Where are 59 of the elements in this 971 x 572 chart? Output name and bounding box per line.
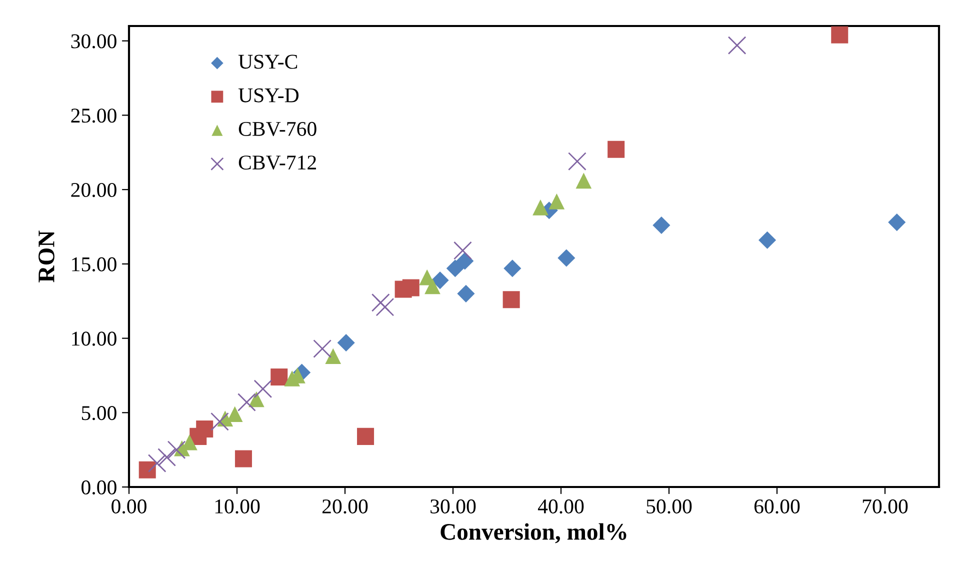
point: [337, 334, 355, 352]
point: [568, 152, 586, 171]
y-tick-label: 30.00: [71, 34, 116, 48]
point: [196, 420, 214, 438]
point: [238, 393, 256, 412]
y-tick-label: 0.00: [82, 480, 116, 495]
point: [728, 36, 746, 55]
point: [138, 461, 156, 478]
legend-label: USY-C: [238, 54, 298, 69]
point: [831, 26, 848, 44]
point: [457, 284, 475, 302]
point: [357, 428, 374, 445]
point: [532, 200, 548, 216]
point: [376, 298, 394, 316]
point: [167, 440, 186, 460]
point: [158, 448, 176, 466]
point: [424, 278, 440, 294]
point: [502, 291, 520, 308]
y-tick-label: 25.00: [71, 108, 116, 123]
legend-label: USY-D: [238, 88, 299, 102]
y-tick-label: 20.00: [71, 182, 116, 198]
point: [431, 272, 449, 290]
point: [210, 412, 229, 431]
point: [758, 231, 776, 249]
x-axis-title: Conversion, mol%: [440, 523, 626, 544]
point: [548, 194, 565, 210]
x-tick-label: 40.00: [538, 499, 584, 514]
point: [456, 252, 474, 270]
y-tick-label: 5.00: [82, 406, 116, 420]
point: [608, 140, 625, 158]
legend-label: CBV-760: [238, 122, 316, 136]
point: [558, 249, 576, 267]
point: [454, 241, 472, 260]
x-tick-label: 70.00: [862, 499, 908, 514]
y-axis-title: RON: [38, 230, 54, 282]
y-tick-label: 10.00: [72, 332, 116, 346]
point: [313, 340, 332, 358]
point: [270, 368, 288, 386]
y-tick-label: 15.00: [72, 257, 116, 272]
point: [234, 450, 252, 468]
point: [652, 216, 670, 234]
x-tick-label: 30.00: [430, 499, 476, 514]
point: [226, 406, 243, 422]
point: [888, 214, 906, 232]
point: [148, 454, 166, 472]
x-tick-label: 50.00: [646, 499, 692, 514]
point: [325, 348, 342, 364]
point: [248, 391, 264, 408]
x-tick-label: 20.00: [322, 499, 368, 514]
point: [254, 380, 272, 398]
legend-label: CBV-712: [238, 156, 316, 170]
point: [402, 279, 420, 296]
x-tick-label: 0.00: [112, 499, 146, 514]
point: [371, 293, 390, 312]
point: [504, 260, 522, 278]
point: [446, 260, 464, 278]
point: [576, 172, 592, 189]
x-tick-label: 60.00: [754, 499, 800, 514]
x-tick-label: 10.00: [215, 499, 260, 514]
